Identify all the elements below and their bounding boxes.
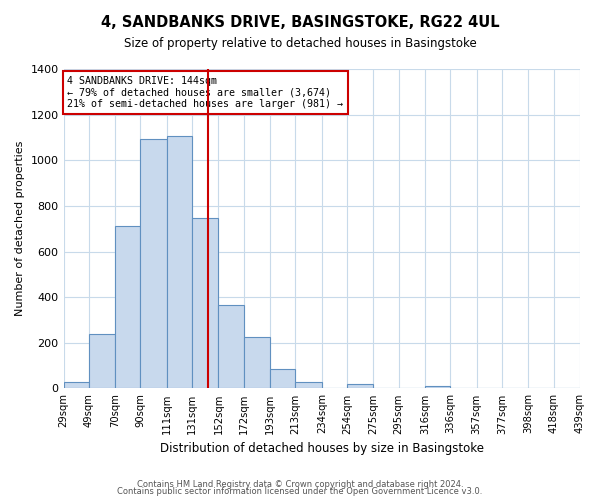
Bar [167,136,192,388]
Bar [244,337,270,388]
Text: Size of property relative to detached houses in Basingstoke: Size of property relative to detached ho… [124,38,476,51]
Text: Contains HM Land Registry data © Crown copyright and database right 2024.: Contains HM Land Registry data © Crown c… [137,480,463,489]
Bar [115,226,140,388]
Bar [295,382,322,388]
X-axis label: Distribution of detached houses by size in Basingstoke: Distribution of detached houses by size … [160,442,484,455]
Bar [192,218,218,388]
Bar [218,305,244,388]
Bar [347,384,373,388]
Text: 4, SANDBANKS DRIVE, BASINGSTOKE, RG22 4UL: 4, SANDBANKS DRIVE, BASINGSTOKE, RG22 4U… [101,15,499,30]
Bar [425,386,450,388]
Text: Contains public sector information licensed under the Open Government Licence v3: Contains public sector information licen… [118,487,482,496]
Y-axis label: Number of detached properties: Number of detached properties [15,141,25,316]
Bar [64,382,89,388]
Bar [270,369,295,388]
Bar [140,138,167,388]
Text: 4 SANDBANKS DRIVE: 144sqm
← 79% of detached houses are smaller (3,674)
21% of se: 4 SANDBANKS DRIVE: 144sqm ← 79% of detac… [67,76,343,109]
Bar [89,334,115,388]
